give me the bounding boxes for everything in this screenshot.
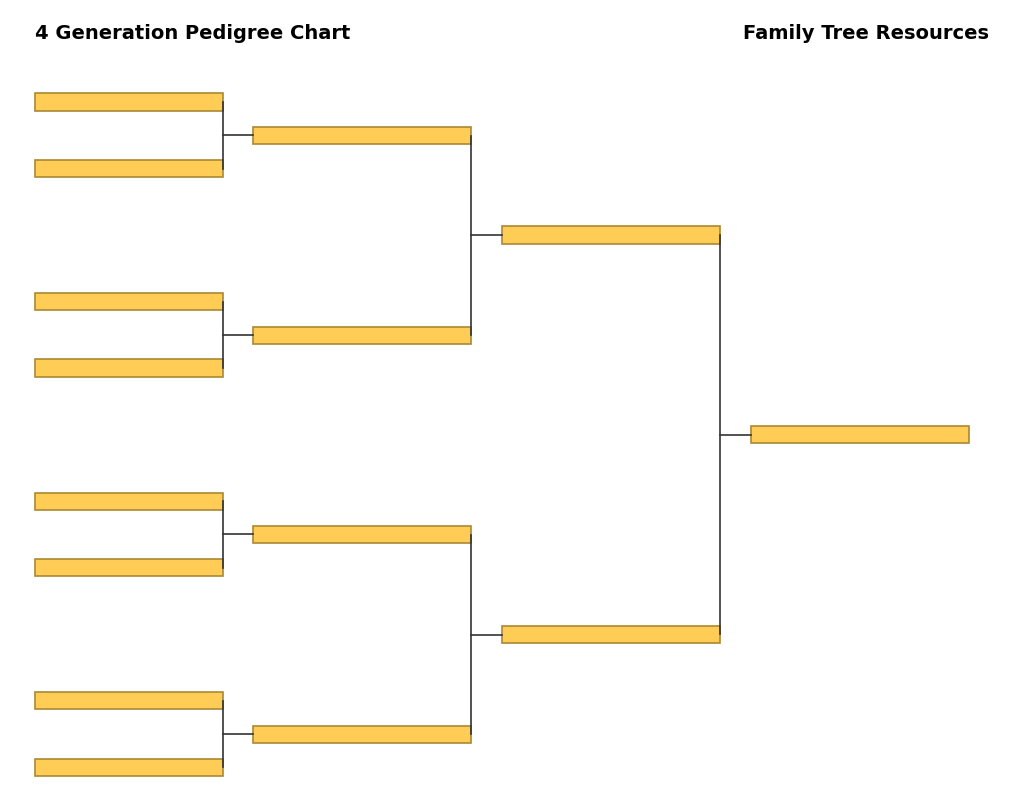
Bar <box>35 93 222 111</box>
Bar <box>35 359 222 377</box>
Bar <box>751 426 969 443</box>
Text: Family Tree Resources: Family Tree Resources <box>743 24 989 43</box>
Bar <box>35 160 222 177</box>
Bar <box>253 726 471 743</box>
Text: 4 Generation Pedigree Chart: 4 Generation Pedigree Chart <box>35 24 350 43</box>
Bar <box>35 493 222 509</box>
Bar <box>502 626 720 643</box>
Bar <box>502 226 720 244</box>
Bar <box>35 692 222 710</box>
Bar <box>253 127 471 144</box>
Bar <box>35 759 222 776</box>
Bar <box>253 327 471 344</box>
Bar <box>35 559 222 577</box>
Bar <box>253 526 471 543</box>
Bar <box>35 293 222 310</box>
